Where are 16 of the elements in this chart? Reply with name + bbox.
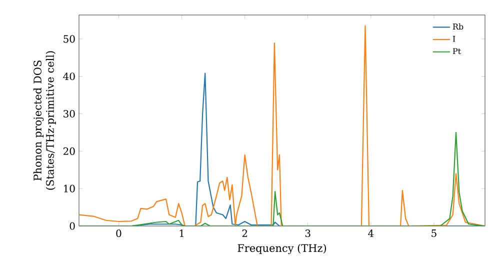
x-axis-title: Frequency (THz) bbox=[238, 244, 326, 254]
x-tick-label: 4 bbox=[368, 230, 374, 237]
x-tick-label: 1 bbox=[180, 230, 184, 237]
line-series bbox=[79, 132, 486, 226]
y-tick-label: 50 bbox=[64, 35, 75, 43]
y-tick-label: 40 bbox=[63, 72, 75, 80]
x-tick-label: 0 bbox=[116, 230, 122, 238]
y-tick-label: 30 bbox=[64, 110, 75, 118]
x-tick-label: 2 bbox=[242, 230, 247, 237]
x-tick-label: 5 bbox=[432, 230, 436, 237]
y-tick-label: 10 bbox=[64, 184, 75, 192]
line-series bbox=[79, 25, 486, 226]
x-tick-label: 3 bbox=[305, 230, 310, 238]
y-tick-label: 0 bbox=[70, 222, 75, 230]
y-axis-title: Phonon projected DOS (States/THz·primitive cell) bbox=[33, 51, 56, 190]
y-tick-label: 20 bbox=[63, 147, 75, 155]
